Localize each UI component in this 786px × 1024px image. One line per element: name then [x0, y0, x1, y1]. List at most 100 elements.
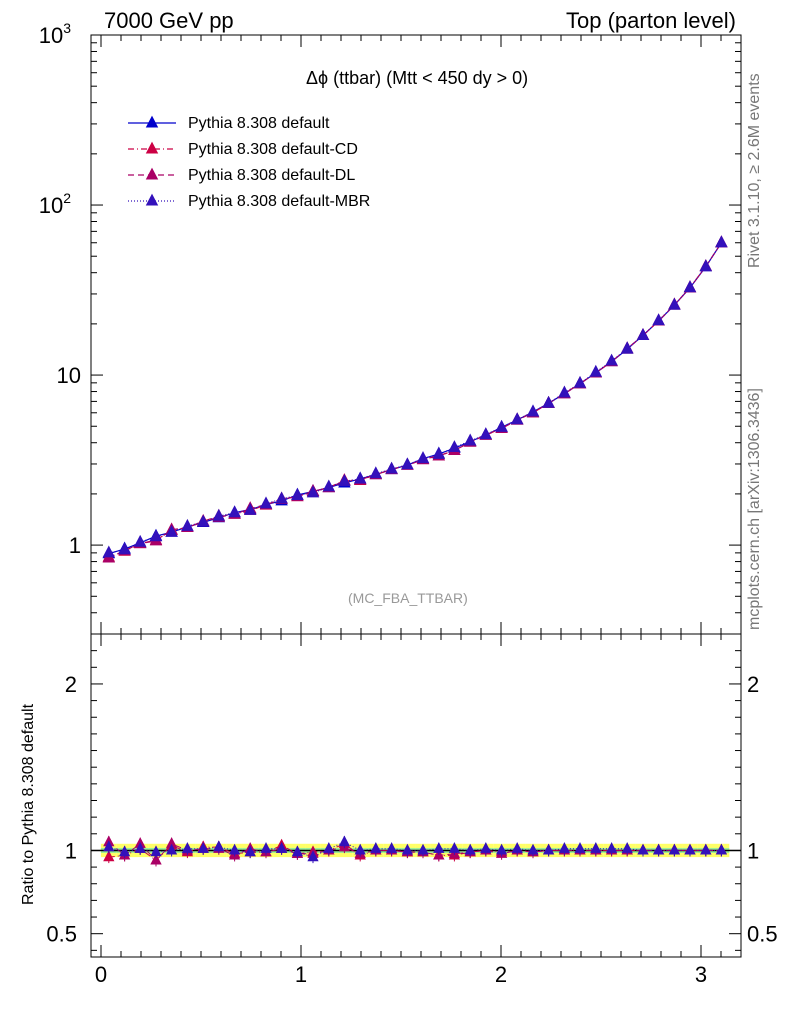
data-point-mbr — [495, 419, 508, 432]
ratio-point-mbr — [134, 842, 146, 853]
mcplots-label: mcplots.cern.ch [arXiv:1306.3436] — [746, 388, 763, 630]
data-point-mbr — [243, 503, 257, 515]
ratio-y-tick-label: 0.5 — [46, 922, 77, 947]
series-line-default — [108, 242, 722, 555]
ratio-x-tick-label: 1 — [295, 962, 307, 987]
ratio-axis-label: Ratio to Pythia 8.308 default — [20, 703, 37, 905]
ratio-point-mbr — [165, 843, 178, 855]
data-point-mbr — [715, 235, 728, 248]
ratio-point-mbr — [244, 845, 256, 857]
ratio-y-tick-label-right: 1 — [747, 838, 759, 863]
ratio-point-mbr — [433, 842, 445, 853]
ratio-point-mbr — [495, 843, 508, 855]
legend-entry-mbr: Pythia 8.308 default-MBR — [188, 193, 371, 210]
data-point-mbr — [291, 488, 304, 500]
data-point-mbr — [338, 473, 351, 486]
ratio-point-mbr — [668, 843, 681, 855]
ratio-point-mbr — [590, 842, 602, 853]
legend-marker-mbr — [145, 193, 159, 206]
legend-entry-dl: Pythia 8.308 default-DL — [188, 167, 356, 184]
ratio-panel-frame — [90, 633, 742, 958]
data-point-mbr — [196, 514, 210, 527]
ratio-point-mbr — [480, 842, 492, 853]
main-y-tick-label: 103 — [39, 20, 71, 48]
ratio-point-mbr — [103, 840, 115, 852]
data-point-mbr — [636, 328, 650, 340]
ratio-point-cd — [103, 850, 115, 862]
ratio-point-mbr — [385, 842, 398, 853]
collision-energy-label: 7000 GeV pp — [104, 8, 234, 33]
data-point-mbr — [353, 471, 367, 484]
data-point-mbr — [369, 466, 383, 479]
data-point-mbr — [133, 534, 147, 547]
ratio-point-mbr — [464, 843, 476, 855]
ratio-point-mbr — [417, 843, 429, 855]
ratio-point-mbr — [118, 845, 131, 857]
data-point-mbr — [432, 446, 446, 459]
data-point-mbr — [118, 542, 131, 555]
ratio-point-dl — [150, 853, 162, 865]
main-y-tick-label: 102 — [39, 190, 71, 218]
ratio-point-mbr — [354, 843, 366, 855]
data-point-mbr — [275, 491, 288, 504]
data-point-mbr — [573, 375, 587, 388]
ratio-point-mbr — [228, 843, 241, 855]
ratio-point-mbr — [181, 842, 194, 853]
ratio-point-mbr — [637, 843, 649, 855]
observable-title: Δϕ (ttbar) (Mtt < 450 dy > 0) — [306, 68, 529, 88]
data-point-mbr — [510, 412, 524, 425]
main-y-tick-label: 1 — [69, 533, 81, 558]
ratio-point-mbr — [700, 843, 712, 855]
data-point-mbr — [668, 297, 681, 310]
ratio-y-tick-label-right: 2 — [747, 672, 759, 697]
ratio-point-mbr — [213, 840, 225, 852]
ratio-line-dl — [108, 841, 722, 862]
ratio-y-tick-label: 2 — [65, 672, 77, 697]
analysis-tag: (MC_FBA_TTBAR) — [348, 590, 468, 606]
ratio-point-mbr — [260, 842, 272, 853]
ratio-x-tick-label: 0 — [95, 962, 107, 987]
data-point-mbr — [605, 353, 618, 366]
ratio-point-mbr — [338, 835, 351, 847]
ratio-x-tick-label: 2 — [495, 962, 507, 987]
ratio-point-mbr — [715, 843, 728, 855]
ratio-point-mbr — [542, 843, 555, 855]
process-label: Top (parton level) — [566, 8, 736, 33]
data-point-mbr — [589, 364, 603, 377]
ratio-y-tick-label-right: 0.5 — [747, 922, 778, 947]
ratio-point-mbr — [150, 845, 162, 857]
legend-entry-default: Pythia 8.308 default — [188, 115, 330, 132]
ratio-point-mbr — [605, 842, 618, 853]
ratio-line-mbr — [108, 841, 722, 858]
data-point-mbr — [416, 451, 430, 464]
data-point-mbr — [385, 461, 398, 474]
data-point-mbr — [322, 479, 336, 492]
ratio-point-mbr — [574, 842, 586, 853]
data-point-mbr — [259, 496, 273, 509]
data-point-mbr — [683, 280, 697, 293]
legend-marker-default — [145, 115, 159, 128]
series-line-cd — [108, 242, 722, 558]
data-point-mbr — [181, 518, 194, 531]
ratio-y-tick-label: 1 — [65, 838, 77, 863]
ratio-point-mbr — [621, 842, 633, 853]
ratio-point-mbr — [448, 842, 461, 853]
ratio-point-mbr — [684, 843, 696, 855]
ratio-point-mbr — [558, 842, 571, 853]
series-line-mbr — [108, 242, 722, 554]
data-point-mbr — [699, 259, 713, 272]
data-point-mbr — [558, 385, 571, 398]
data-point-mbr — [463, 433, 477, 446]
data-point-mbr — [165, 524, 178, 537]
data-point-mbr — [526, 404, 540, 417]
data-point-mbr — [652, 313, 665, 326]
legend-marker-dl — [145, 167, 159, 180]
data-point-mbr — [448, 440, 461, 453]
data-point-mbr — [479, 427, 493, 440]
ratio-point-mbr — [291, 845, 304, 857]
ratio-point-mbr — [401, 843, 414, 855]
data-point-mbr — [149, 529, 163, 542]
ratio-point-mbr — [511, 842, 523, 853]
ratio-point-mbr — [527, 843, 539, 855]
